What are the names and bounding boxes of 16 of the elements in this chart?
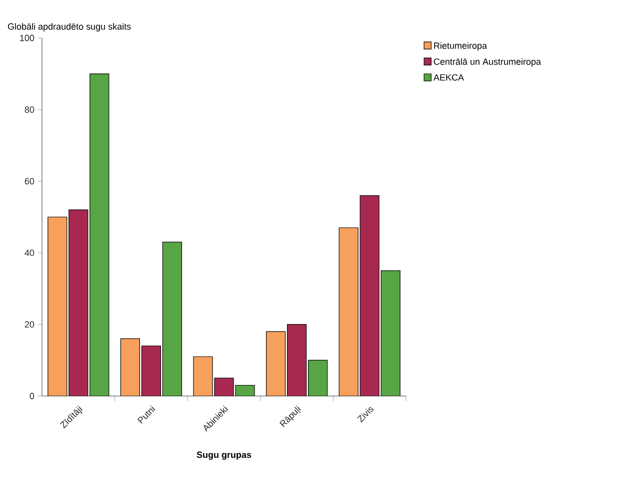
- bar: [120, 338, 140, 396]
- y-tick-label: 20: [24, 321, 34, 328]
- x-axis-title: Sugu grupas: [196, 452, 252, 460]
- bar: [48, 217, 67, 396]
- bar: [266, 332, 286, 396]
- y-tick-label: 100: [20, 34, 34, 42]
- y-axis-title: Globāli apdraudēto sugu skaits: [8, 23, 131, 32]
- y-tick-label: 60: [24, 178, 34, 184]
- bar: [338, 227, 358, 396]
- legend-label: Rietumeiropa: [434, 42, 487, 51]
- legend-label: AEKCA: [433, 74, 464, 81]
- y-tick-label: 0: [30, 392, 34, 400]
- y-tick-label: 80: [24, 106, 34, 113]
- legend-label: Centrālā un Austrumeiropa: [434, 58, 542, 67]
- y-tick-label: 40: [24, 250, 34, 256]
- bar: [194, 356, 212, 396]
